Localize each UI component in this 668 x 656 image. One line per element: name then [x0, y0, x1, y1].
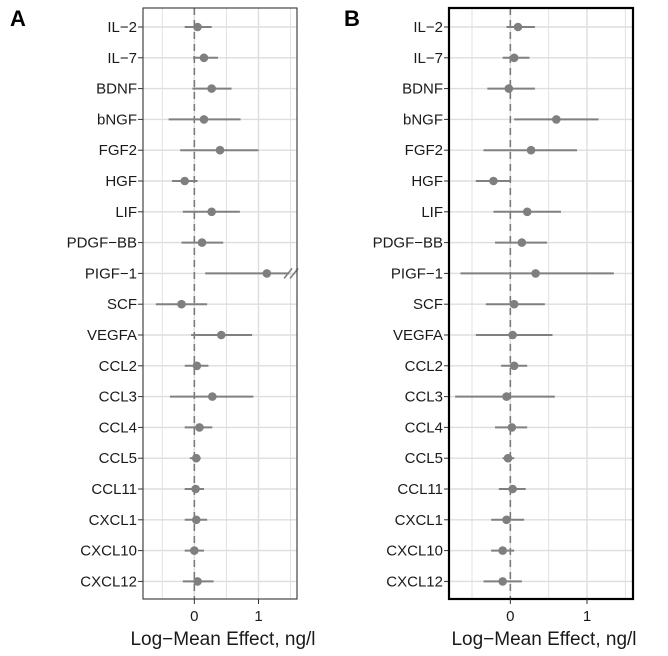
point-estimate: [498, 577, 507, 586]
category-label: LIF: [421, 204, 443, 221]
x-tick-label: 0: [190, 608, 198, 625]
point-estimate: [199, 115, 209, 124]
point-estimate: [191, 453, 201, 463]
point-estimate: [195, 423, 204, 432]
point-estimate: [216, 330, 226, 340]
point-estimate: [502, 392, 511, 401]
point-estimate: [197, 238, 207, 247]
point-estimate: [193, 22, 202, 32]
point-estimate: [215, 145, 225, 155]
category-label: CCL3: [99, 389, 137, 406]
point-estimate: [191, 484, 200, 494]
category-label: SCF: [413, 296, 443, 313]
category-label: PDGF−BB: [373, 235, 443, 252]
category-label: LIF: [115, 204, 137, 221]
point-estimate: [509, 361, 519, 371]
category-label: CXCL10: [80, 543, 137, 560]
category-label: bNGF: [403, 111, 443, 128]
point-estimate: [208, 392, 217, 401]
point-estimate: [498, 546, 507, 555]
point-estimate: [180, 176, 190, 186]
category-label: CCL11: [397, 481, 443, 498]
category-label: PDGF−BB: [67, 235, 137, 252]
category-label: VEGFA: [87, 327, 137, 344]
panel-tag-label: A: [10, 6, 26, 31]
x-tick-label: 0: [506, 608, 514, 625]
point-estimate: [193, 577, 202, 586]
point-estimate: [504, 84, 514, 93]
category-label: SCF: [107, 296, 137, 313]
category-label: VEGFA: [393, 327, 443, 344]
point-estimate: [513, 22, 523, 32]
category-label: CCL2: [99, 358, 137, 375]
point-estimate: [207, 84, 216, 93]
point-estimate: [517, 238, 527, 247]
category-label: CXCL1: [395, 512, 443, 529]
point-estimate: [509, 299, 519, 309]
plot-frame: [447, 6, 635, 601]
category-label: FGF2: [99, 142, 137, 159]
point-estimate: [262, 269, 272, 278]
point-estimate: [192, 361, 202, 371]
category-label: CCL5: [99, 450, 137, 467]
plot-frame: [142, 7, 298, 600]
category-label: HGF: [105, 173, 137, 190]
point-estimate: [502, 515, 511, 525]
point-estimate: [503, 453, 513, 463]
category-label: FGF2: [405, 142, 443, 159]
point-estimate: [191, 515, 201, 525]
panel-a: IL−2 IL−7 BDNF bNGF FGF2 HGF LIF PDGF−BB PIGF−1 S…: [10, 6, 316, 650]
panel-b: IL−2 IL−7 BDNF bNGF FGF2 HGF LIF PDGF−BB PIGF−1 S…: [344, 6, 637, 650]
point-estimate: [508, 484, 517, 494]
category-label: HGF: [411, 173, 443, 190]
x-tick-label: 1: [583, 608, 591, 625]
category-label: IL−2: [413, 19, 443, 36]
category-label: CXCL1: [89, 512, 137, 529]
point-estimate: [507, 423, 517, 432]
point-estimate: [190, 546, 199, 555]
category-label: IL−7: [413, 50, 443, 67]
category-label: CCL4: [405, 419, 443, 436]
point-estimate: [207, 207, 216, 217]
category-label: CCL3: [405, 389, 443, 406]
x-tick-label: 1: [254, 608, 262, 625]
point-estimate: [526, 145, 536, 155]
category-label: CCL2: [405, 358, 443, 375]
category-label: CCL5: [405, 450, 443, 467]
category-label: IL−7: [107, 50, 137, 67]
category-label: PIGF−1: [85, 265, 137, 282]
category-label: CCL4: [99, 419, 137, 436]
point-estimate: [199, 53, 209, 63]
point-estimate: [489, 176, 498, 186]
category-label: PIGF−1: [391, 265, 443, 282]
category-label: IL−2: [107, 19, 137, 36]
axis-break-mark: [283, 267, 293, 279]
x-axis-title: Log−Mean Effect, ng/l: [451, 629, 636, 650]
point-estimate: [522, 207, 532, 217]
category-label: CXCL10: [386, 543, 443, 560]
point-estimate: [508, 330, 517, 340]
category-label: bNGF: [97, 111, 137, 128]
x-axis-title: Log−Mean Effect, ng/l: [130, 629, 315, 650]
point-estimate: [552, 115, 561, 124]
point-estimate: [531, 269, 540, 278]
category-label: CCL11: [91, 481, 137, 498]
category-label: CXCL12: [386, 573, 443, 590]
category-label: BDNF: [402, 81, 443, 98]
category-label: CXCL12: [80, 573, 137, 590]
panel-tag-label: B: [344, 6, 360, 31]
category-label: BDNF: [96, 81, 137, 98]
point-estimate: [509, 53, 519, 63]
point-estimate: [177, 299, 186, 309]
